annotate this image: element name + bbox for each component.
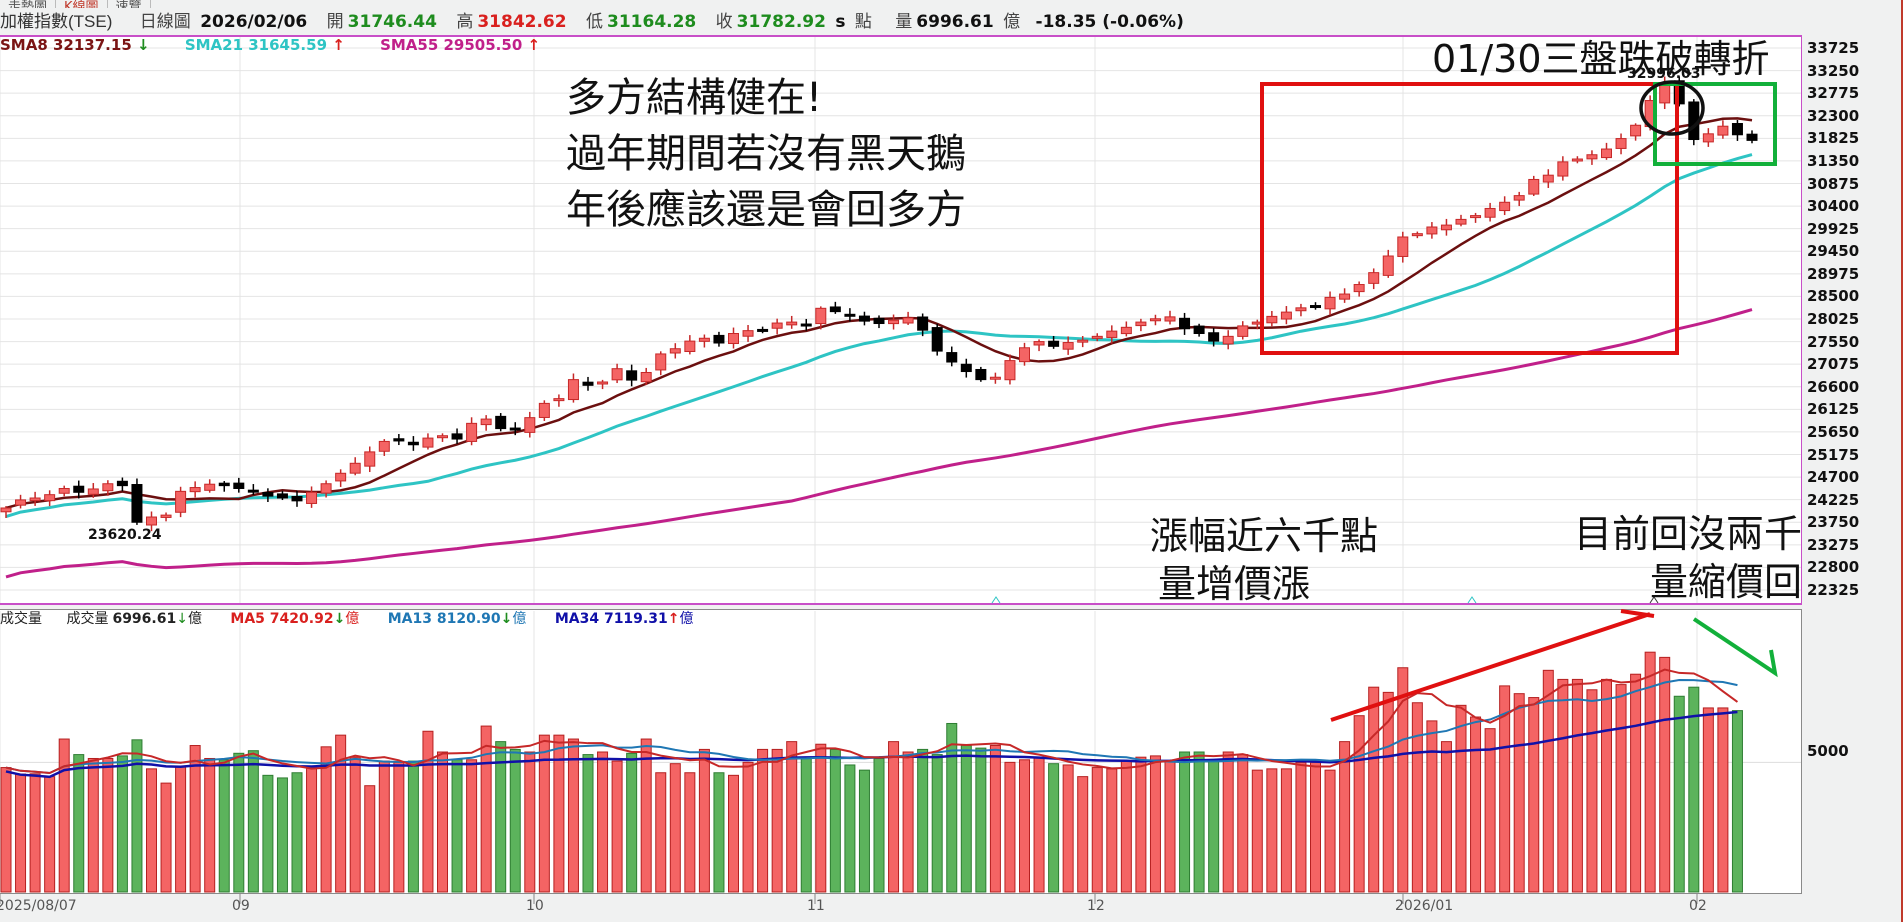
volume-legend: 成交量 成交量 6996.61↓億 MA5 7420.92↓億 MA13 8120… [0, 608, 717, 628]
up-arrow-icon: ↑ [527, 36, 541, 54]
low-value: 31164.28 [607, 12, 697, 32]
down-arrow-icon: ↓ [137, 36, 150, 54]
x-tick-label: 10 [526, 898, 544, 914]
y-tick-label: 28975 [1807, 264, 1860, 283]
tab-trend[interactable]: 走勢圖 [0, 0, 57, 8]
close-suffix: s [835, 12, 846, 32]
y-tick-label: 29925 [1807, 219, 1860, 238]
symbol-name: 加權指數(TSE) [0, 12, 113, 31]
window-right-border [1901, 0, 1903, 922]
x-tick-label: 2026/01 [1395, 898, 1454, 914]
volume-title: 成交量 [0, 611, 42, 627]
peak-price-label: 32996.03 [1627, 66, 1701, 82]
y-tick-label: 31825 [1807, 129, 1860, 148]
down-arrow-icon: ↓ [500, 611, 513, 627]
y-tick-label: 23750 [1807, 513, 1860, 532]
change-value: -18.35 (-0.06%) [1035, 12, 1184, 32]
volume-unit: 億 [1003, 12, 1021, 31]
y-tick-label: 30875 [1807, 174, 1860, 193]
volume-label: 量 [895, 12, 913, 31]
y-tick-label: 22800 [1807, 558, 1860, 577]
x-tick-label: 12 [1087, 898, 1105, 914]
up-arrow-icon: ↑ [667, 611, 680, 627]
y-tick-label: 28500 [1807, 287, 1860, 306]
sma55-legend: SMA55 29505.50 ↑ [380, 36, 541, 54]
close-value: 31782.92 [736, 12, 826, 32]
x-tick-label: 09 [232, 898, 250, 914]
pullback-highlight-box [1653, 82, 1777, 166]
period-label[interactable]: 日線圖 [139, 12, 191, 31]
open-value: 31746.44 [347, 12, 437, 32]
y-tick-label: 27075 [1807, 355, 1860, 374]
volume-legend-ma5: MA5 7420.92↓億 [230, 611, 360, 627]
y-tick-label: 24700 [1807, 468, 1860, 487]
y-tick-label: 27550 [1807, 332, 1860, 351]
annotation-title-right: 01/30三盤跌破轉折 [1432, 37, 1770, 81]
unit-label: 點 [854, 12, 872, 31]
y-tick-label: 29450 [1807, 242, 1860, 261]
low-label: 低 [586, 12, 603, 31]
x-tick-label: 02 [1689, 898, 1707, 914]
down-arrow-icon: ↓ [333, 611, 346, 627]
volume-legend-vol: 成交量 6996.61↓億 [66, 611, 202, 627]
sma8-legend: SMA8 32137.15 ↓ [0, 36, 150, 54]
y-tick-label: 30400 [1807, 197, 1860, 216]
annotation-rise: 漲幅近六千點 量增價漲 [1150, 514, 1379, 606]
y-tick-label: 33250 [1807, 61, 1860, 80]
x-tick-label: 11 [807, 898, 825, 914]
volume-legend-ma34: MA34 7119.31↑億 [554, 611, 694, 627]
low-price-label: 23620.24 [88, 527, 162, 543]
volume-value: 6996.61 [916, 12, 994, 32]
reversal-circle [1639, 80, 1705, 136]
y-tick-label: 28025 [1807, 310, 1860, 328]
annotation-pullback: 目前回沒兩千 量縮價回 [1573, 512, 1802, 604]
tab-overview[interactable]: 速覽 [108, 0, 151, 8]
annotation-bull-structure: 多方結構健在! 過年期間若沒有黑天鵝 年後應該還是會回多方 [566, 75, 966, 233]
sma21-legend: SMA21 31645.59 ↑ [184, 36, 345, 54]
down-arrow-icon: ↓ [176, 611, 188, 627]
y-tick-label: 26125 [1807, 400, 1860, 419]
open-label: 開 [326, 12, 344, 31]
price-chart-panel[interactable] [0, 35, 1802, 605]
y-tick-label: 24225 [1807, 490, 1860, 509]
quote-infobar: 加權指數(TSE) 日線圖 2026/02/06 開 31746.44 高 3184… [0, 9, 1903, 35]
y-tick-label: 32775 [1807, 84, 1860, 103]
x-tick-label: 2025/08/07 [0, 898, 77, 914]
y-tick-label: 25650 [1807, 422, 1860, 441]
volume-legend-ma13: MA13 8120.90↓億 [387, 611, 527, 627]
high-value: 31842.62 [477, 12, 567, 32]
y-tick-label: 25175 [1807, 445, 1860, 464]
y-tick-label: 26600 [1807, 377, 1860, 396]
y-tick-label: 23275 [1807, 535, 1860, 554]
y-tick-label: 32300 [1807, 106, 1860, 125]
up-arrow-icon: ↑ [332, 36, 345, 54]
price-legend: SMA8 32137.15 ↓ SMA21 31645.59 ↑ SMA55 2… [0, 36, 570, 54]
quote-date: 2026/02/06 [200, 12, 308, 32]
y-tick-label: 31350 [1807, 151, 1860, 170]
y-tick-label: 33725 [1807, 39, 1860, 57]
high-label: 高 [456, 12, 474, 31]
volume-y-tick: 5000 [1807, 742, 1849, 760]
rise-highlight-box [1260, 82, 1679, 355]
chart-tabs: 走勢圖 K線圖 速覽 [0, 0, 300, 8]
tab-kline[interactable]: K線圖 [56, 0, 108, 8]
close-label: 收 [715, 12, 733, 31]
y-tick-label: 22325 [1807, 581, 1860, 599]
